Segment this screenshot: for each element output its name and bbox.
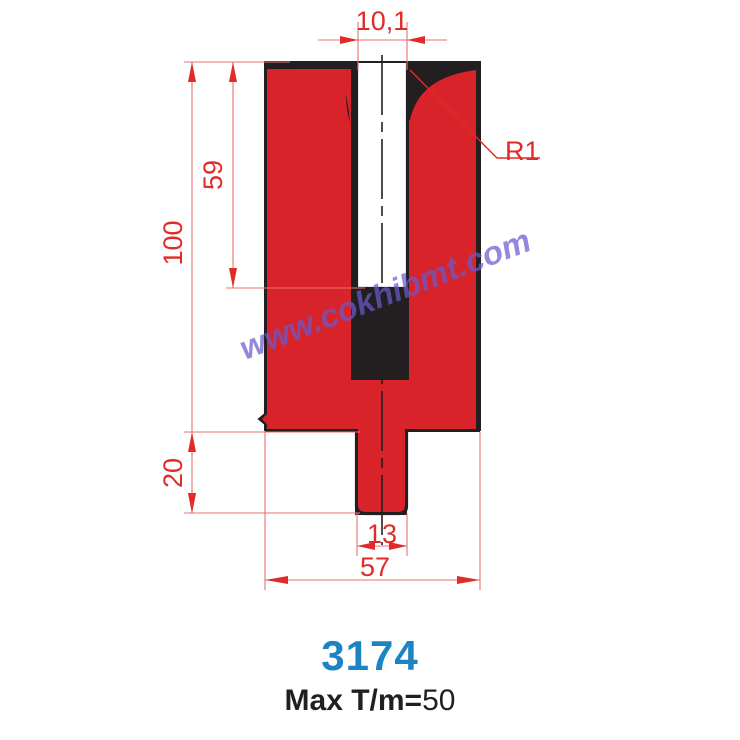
max-tonnage-label: Max T/m= (285, 684, 423, 717)
top-edge-right-strip (407, 62, 480, 69)
arrow-tangw-left (357, 542, 375, 550)
dim-label-slot-width: 10,1 (356, 6, 409, 36)
part-right-block (409, 120, 476, 429)
part-code-label: 3174 (321, 632, 418, 679)
max-tonnage-value: 50 (422, 684, 455, 717)
dim-label-body-width: 57 (360, 552, 390, 582)
part-left-mass (262, 70, 351, 429)
arrow-depth-top (229, 62, 237, 82)
dim-label-slot-depth: 59 (198, 160, 228, 190)
part-geometry (257, 55, 540, 545)
top-edge-left-strip (265, 62, 357, 69)
arrow-bodyw-right (457, 576, 480, 584)
arrow-slot-width-left (340, 36, 358, 44)
part-tang (358, 429, 405, 512)
part-lower-flange (267, 380, 476, 429)
arrow-tang-top (188, 432, 196, 452)
arrow-tang-bottom (188, 493, 196, 513)
dim-label-total-height: 100 (158, 220, 188, 265)
dim-label-tang-height: 20 (158, 458, 188, 488)
annotation-label-radius: R1 (505, 136, 540, 166)
arrow-bodyw-left (265, 576, 288, 584)
arrow-depth-bottom (229, 268, 237, 288)
arrow-slot-width-right (407, 36, 425, 44)
dimension-arrowheads (188, 36, 480, 584)
arrow-total-top (188, 62, 196, 82)
max-tonnage-line: Max T/m=50 (285, 684, 456, 717)
radius-leader-line (486, 147, 540, 159)
dim-label-tang-width: 13 (367, 519, 397, 549)
arrow-tangw-right (389, 542, 407, 550)
radius-leader-diagonal (409, 69, 488, 149)
part-outline-stroke (257, 61, 481, 514)
